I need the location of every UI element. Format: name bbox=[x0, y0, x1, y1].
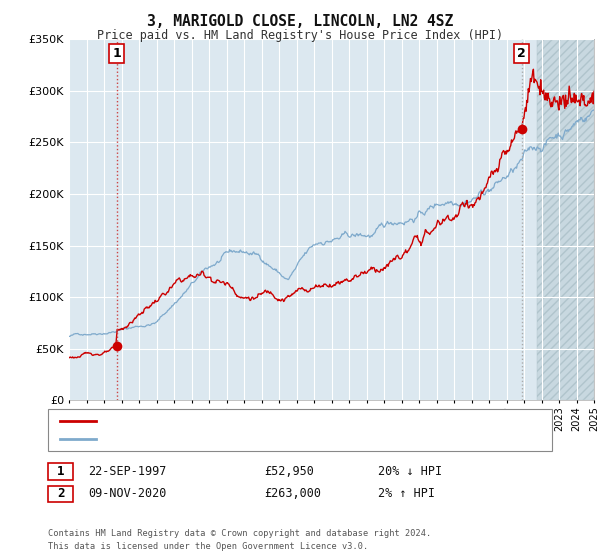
Text: 20% ↓ HPI: 20% ↓ HPI bbox=[378, 465, 442, 478]
Text: 22-SEP-1997: 22-SEP-1997 bbox=[88, 465, 167, 478]
Text: 2: 2 bbox=[517, 47, 526, 60]
Text: 3, MARIGOLD CLOSE, LINCOLN, LN2 4SZ (detached house): 3, MARIGOLD CLOSE, LINCOLN, LN2 4SZ (det… bbox=[105, 417, 430, 426]
Text: 1: 1 bbox=[57, 465, 64, 478]
Text: 2: 2 bbox=[57, 487, 64, 501]
Text: 1: 1 bbox=[112, 47, 121, 60]
Text: £263,000: £263,000 bbox=[264, 487, 321, 501]
Text: HPI: Average price, detached house, Lincoln: HPI: Average price, detached house, Linc… bbox=[105, 434, 374, 444]
Text: 3, MARIGOLD CLOSE, LINCOLN, LN2 4SZ: 3, MARIGOLD CLOSE, LINCOLN, LN2 4SZ bbox=[147, 14, 453, 29]
Text: £52,950: £52,950 bbox=[264, 465, 314, 478]
Text: 2% ↑ HPI: 2% ↑ HPI bbox=[378, 487, 435, 501]
Text: Contains HM Land Registry data © Crown copyright and database right 2024.
This d: Contains HM Land Registry data © Crown c… bbox=[48, 529, 431, 550]
Text: 09-NOV-2020: 09-NOV-2020 bbox=[88, 487, 167, 501]
Text: Price paid vs. HM Land Registry's House Price Index (HPI): Price paid vs. HM Land Registry's House … bbox=[97, 29, 503, 42]
